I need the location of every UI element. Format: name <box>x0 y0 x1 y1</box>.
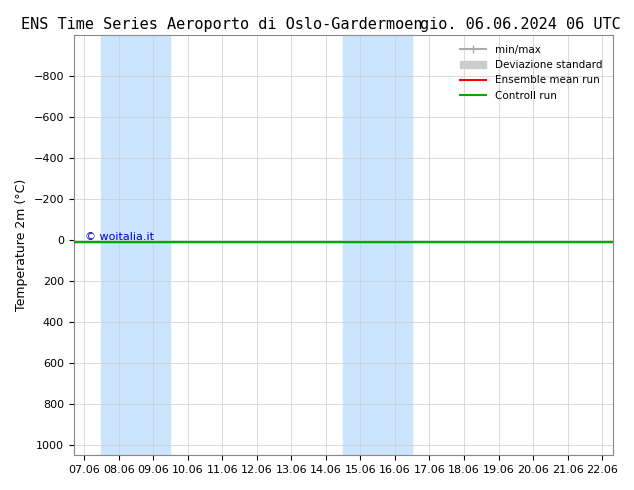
Bar <box>101 35 171 455</box>
Bar <box>343 35 412 455</box>
Text: ENS Time Series Aeroporto di Oslo-Gardermoen: ENS Time Series Aeroporto di Oslo-Garder… <box>21 17 423 32</box>
Text: © woitalia.it: © woitalia.it <box>84 232 153 242</box>
Text: gio. 06.06.2024 06 UTC: gio. 06.06.2024 06 UTC <box>420 17 620 32</box>
Y-axis label: Temperature 2m (°C): Temperature 2m (°C) <box>15 179 28 311</box>
Legend: min/max, Deviazione standard, Ensemble mean run, Controll run: min/max, Deviazione standard, Ensemble m… <box>455 40 607 106</box>
